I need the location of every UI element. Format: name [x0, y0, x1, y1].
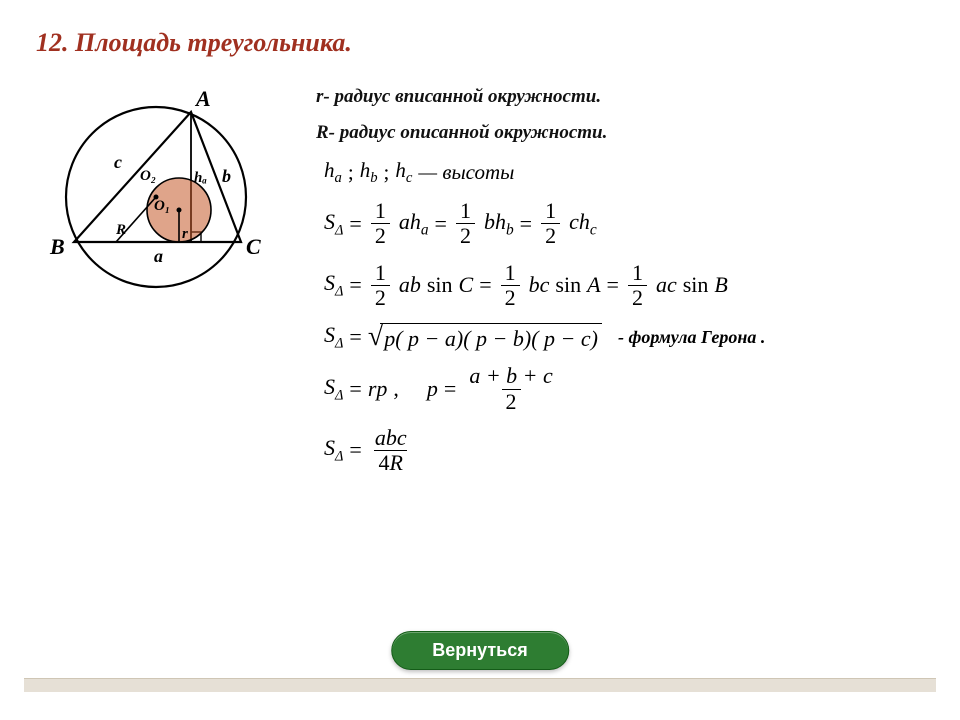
vertex-C: C [246, 234, 261, 259]
text-column: r- радиус вписанной окружности. R- радиу… [316, 82, 924, 487]
bottom-stripe [24, 678, 936, 692]
side-a: a [154, 246, 163, 266]
triangle-diagram: A B C a b c O₂ O₁ R r hₐ [36, 82, 296, 312]
page-title: 12. Площадь треугольника. [36, 28, 924, 58]
diagram-column: A B C a b c O₂ O₁ R r hₐ [36, 82, 296, 317]
side-b: b [222, 166, 231, 186]
vertex-B: B [49, 234, 65, 259]
heron-note: - формула Герона . [618, 327, 765, 348]
heights-text: — высоты [418, 160, 514, 185]
label-r: r [182, 226, 188, 242]
formula-inradius: SΔ = rp, p= a + b + c 2 [324, 364, 924, 413]
body-row: A B C a b c O₂ O₁ R r hₐ r- радиус вписа… [36, 82, 924, 487]
back-button[interactable]: Вернуться [391, 631, 569, 670]
vertex-A: A [194, 86, 211, 111]
side-c: c [114, 152, 122, 172]
defn-circumscribed: R- радиус описанной окружности. [316, 122, 924, 144]
formula-heron: SΔ = √ p( p − a)( p − b)( p − c) - форму… [324, 322, 924, 352]
label-O2: O₂ [140, 168, 156, 184]
slide: 12. Площадь треугольника. [0, 0, 960, 720]
defn-inscribed: r- радиус вписанной окружности. [316, 86, 924, 108]
formula-circumradius: SΔ = abc 4R [324, 426, 924, 475]
label-R: R [115, 222, 126, 238]
formula-block: ha; hb; hc — высоты SΔ = 12 aha = 12 bhb… [324, 158, 924, 475]
formula-sine: SΔ = 12 absinC = 12 bcsinA = 12 acsinB [324, 261, 924, 310]
formula-heights: ha; hb; hc — высоты [324, 158, 924, 187]
button-wrap: Вернуться [391, 631, 569, 670]
label-ha: hₐ [194, 170, 207, 186]
label-O1: O₁ [154, 198, 170, 214]
formula-base-height: SΔ = 12 aha = 12 bhb = 12 chc [324, 199, 924, 248]
